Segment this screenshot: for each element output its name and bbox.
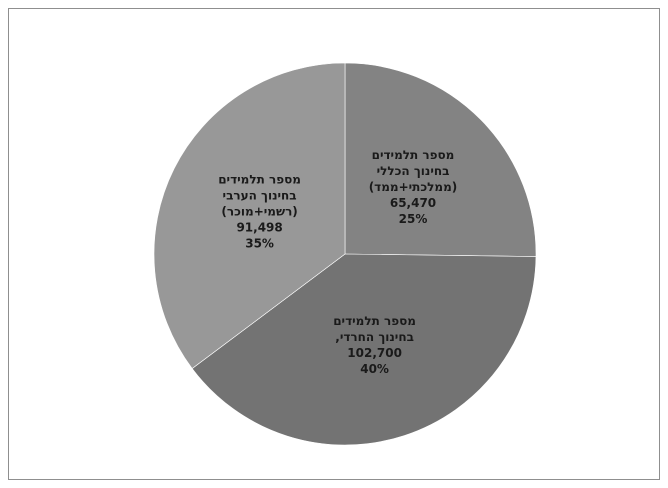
pie-slice-1	[344, 62, 537, 257]
pie-slices	[153, 62, 537, 446]
slice-1-percent-label: 25%	[399, 212, 428, 226]
slice-1-value-label: 65,470	[390, 196, 436, 210]
slice-3-label-line: בחינוך הערבי	[223, 188, 297, 202]
slice-2-percent-label: 40%	[360, 362, 389, 376]
slice-2-label-line: בחינוך החרדי,	[335, 330, 414, 344]
slice-3-percent-label: 35%	[245, 236, 274, 250]
pie-slice-2	[191, 253, 537, 446]
slice-2-value-label: 102,700	[347, 346, 402, 360]
slice-3-label-line: (רשמי+מוכר)	[221, 204, 297, 218]
slice-1-label-line: (ממלכתי+ממד)	[369, 180, 458, 194]
slice-1-label-line: בחינוך הכללי	[377, 164, 450, 178]
pie-labels: מספר תלמידים בחינוך הכללי (ממלכתי+ממד) 65,4…	[218, 148, 457, 376]
slice-2-label-line: מספר תלמידים	[333, 314, 416, 328]
slice-3-label-line: מספר תלמידים	[218, 172, 301, 186]
pie-slice-3	[153, 62, 346, 369]
slice-3-value-label: 91,498	[236, 220, 282, 234]
slice-1-label-line: מספר תלמידים	[372, 148, 455, 162]
